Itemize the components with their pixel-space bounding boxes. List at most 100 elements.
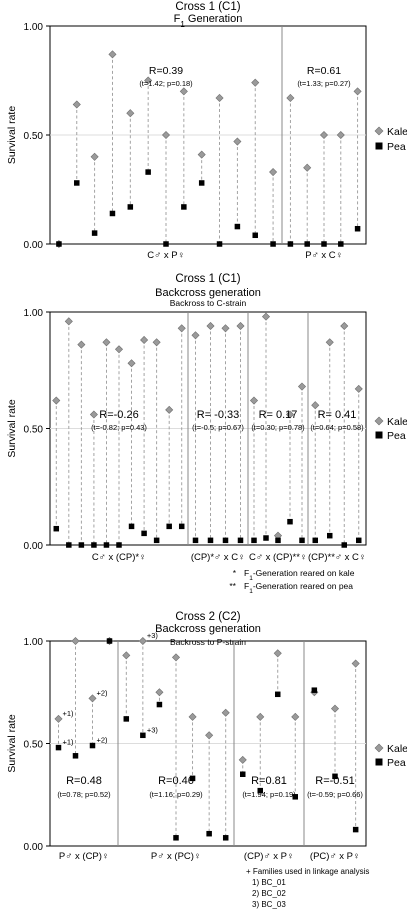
kale-point <box>325 338 334 347</box>
kale-point <box>54 714 63 723</box>
pea-point <box>163 241 169 247</box>
group-label: C♂ x (CP)**♀ <box>249 552 307 563</box>
pea-point <box>166 523 172 530</box>
pea-point <box>234 223 241 230</box>
pea-point <box>66 542 72 548</box>
chart-panel-3: Cross 2 (C2)Backcross generation Backross… <box>6 611 407 909</box>
legend-kale-icon <box>374 743 384 753</box>
pea-point <box>72 753 79 759</box>
y-tick-label: 1.00 <box>24 22 44 33</box>
kale-point <box>140 335 149 344</box>
kale-point <box>291 712 300 721</box>
pea-point <box>275 537 281 544</box>
kale-point <box>340 321 349 331</box>
correlation-stat: (t=-0.59; p=0.66) <box>307 790 363 799</box>
kale-point <box>71 636 80 646</box>
pea-point <box>354 225 361 232</box>
kale-point-mark: +2) <box>97 688 109 697</box>
pea-point <box>257 787 263 794</box>
y-tick-label: 0.00 <box>24 541 44 552</box>
y-axis-label: Survival rate <box>6 106 18 165</box>
kale-point <box>122 651 131 660</box>
chart-subtitle-2: Backross to P-strain <box>170 637 246 647</box>
chart-title: Cross 1 (C1) <box>175 273 240 285</box>
pea-point <box>240 771 246 777</box>
legend-pea-label: Pea <box>387 430 406 442</box>
kale-point-mark: +3) <box>147 631 159 640</box>
group-label: (CP)♂ x P♀ <box>244 851 294 862</box>
pea-point <box>91 542 97 548</box>
pea-point-mark: +2) <box>97 736 109 745</box>
pea-point <box>91 230 98 236</box>
legend-pea-label: Pea <box>387 141 406 153</box>
pea-point <box>299 537 305 544</box>
kale-point <box>269 168 278 177</box>
kale-point <box>354 384 363 393</box>
pea-point <box>341 542 347 548</box>
group-label: (CP)*♂ x C♀ <box>191 552 245 563</box>
pea-point <box>181 204 187 210</box>
kale-point <box>152 338 161 347</box>
pea-point <box>178 523 185 530</box>
kale-point <box>191 331 200 340</box>
legend-pea-icon <box>375 142 383 150</box>
kale-point <box>177 324 186 333</box>
pea-point <box>206 830 212 837</box>
kale-point <box>88 694 97 703</box>
correlation-r: R= -0.33 <box>197 409 240 421</box>
pea-point <box>198 180 205 186</box>
pea-point-mark: +3) <box>147 725 159 734</box>
kale-point <box>351 659 360 668</box>
correlation-r: R=0.61 <box>307 65 341 77</box>
legend-kale-label: Kale <box>387 126 407 138</box>
pea-point <box>338 241 344 247</box>
pea-point <box>292 794 298 800</box>
pea-point <box>173 835 179 841</box>
legend-kale-label: Kale <box>387 743 407 755</box>
pea-point <box>192 537 199 544</box>
kale-point <box>285 410 295 419</box>
kale-point <box>251 78 260 87</box>
kale-point <box>261 312 271 321</box>
pea-point <box>356 537 362 544</box>
y-tick-label: 1.00 <box>24 308 44 319</box>
pea-point <box>275 691 281 698</box>
group-label: P♂ x (PC)♀ <box>151 851 201 862</box>
correlation-r: R=0.39 <box>149 65 183 77</box>
group-label: C♂ x P♀ <box>147 250 184 261</box>
pea-point <box>109 210 116 217</box>
pea-point <box>156 701 163 708</box>
kale-point <box>336 130 345 140</box>
pea-point <box>116 542 122 548</box>
kale-point <box>249 396 259 405</box>
legend: Kale Pea <box>374 743 407 769</box>
footnote-text: F1-Generation reared on kale <box>244 568 355 582</box>
kale-point <box>52 396 61 405</box>
pea-point <box>145 169 151 175</box>
pea-point <box>56 241 62 247</box>
kale-point <box>114 345 124 354</box>
kale-point <box>256 712 265 721</box>
kale-point <box>171 653 181 662</box>
y-tick-label: 1.00 <box>24 637 44 648</box>
kale-point <box>215 93 224 102</box>
pea-point <box>270 241 276 247</box>
pea-point <box>311 687 318 693</box>
footnote-text: 2) BC_02 <box>252 889 286 898</box>
chart-subtitle: F1 Generation <box>174 13 243 29</box>
kale-point <box>238 755 247 764</box>
pea-point <box>106 638 113 644</box>
chart-title: Cross 2 (C2) <box>175 611 240 623</box>
chart-panel-2: Cross 1 (C1) Backcross generationBackross… <box>6 273 407 595</box>
legend-kale-icon <box>374 126 384 136</box>
group-label: C♂ x (CP)*♀ <box>92 552 146 563</box>
kale-point <box>330 704 340 713</box>
pea-point <box>263 535 269 541</box>
y-tick-label: 0.50 <box>24 425 44 436</box>
pea-point <box>103 542 110 548</box>
pea-point <box>332 773 338 780</box>
kale-point <box>233 137 242 146</box>
correlation-r: R=-0.51 <box>315 775 354 787</box>
kale-point <box>102 338 111 347</box>
kale-point <box>127 359 136 368</box>
